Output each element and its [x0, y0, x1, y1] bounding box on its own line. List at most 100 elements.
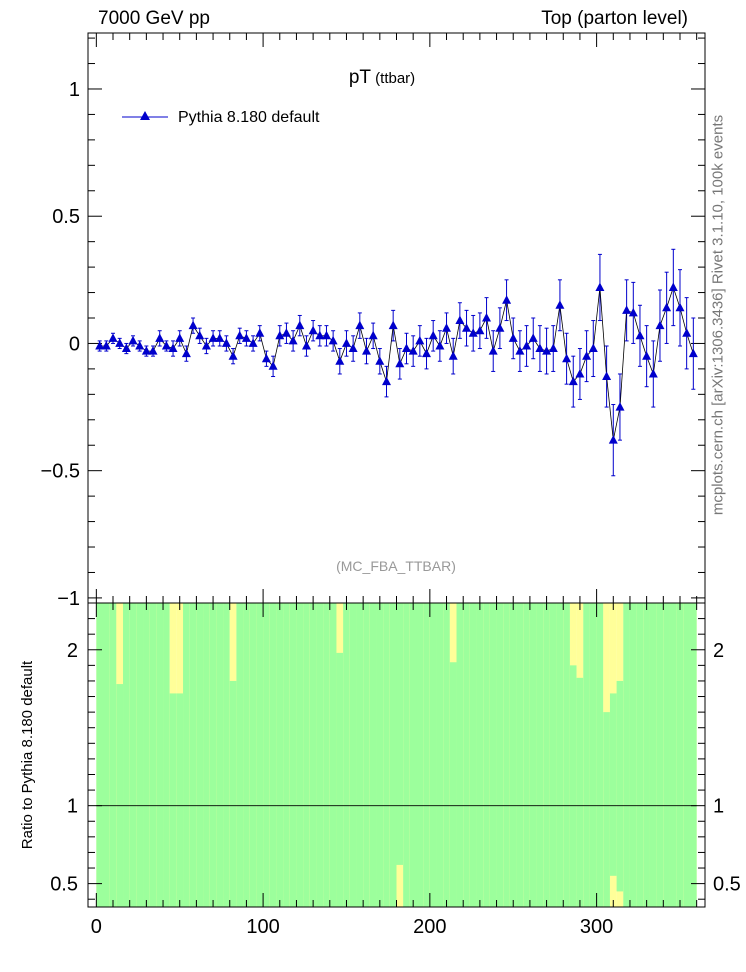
ratio-green-band [123, 603, 130, 907]
ratio-green-band [223, 603, 230, 907]
header-right-label: Top (parton level) [541, 8, 688, 29]
data-point [648, 369, 658, 378]
ratio-y-tick-label-right: 1 [713, 796, 724, 818]
data-point [248, 338, 258, 347]
data-point [228, 351, 238, 360]
y-tick-label: 0.5 [52, 206, 80, 228]
ratio-green-band [383, 603, 390, 907]
data-point [455, 315, 465, 324]
data-point [402, 343, 411, 352]
data-point [101, 341, 111, 350]
ratio-plot-panel: 0 100 200 300 0.5 0.5 1 1 2 2 Ratio to Pythia 8.18… [19, 602, 741, 938]
ratio-green-band [416, 603, 424, 907]
ratio-green-band [483, 603, 490, 907]
ratio-green-band [276, 603, 284, 907]
data-point [508, 333, 518, 342]
y-tick-label: 0 [69, 333, 80, 355]
data-point [408, 346, 418, 355]
ratio-green-band [529, 603, 537, 907]
ratio-y-tick-label: 1 [67, 796, 78, 818]
ratio-green-band [369, 603, 377, 907]
ratio-green-band [96, 603, 104, 907]
data-point [468, 328, 478, 337]
data-point [442, 323, 451, 332]
ratio-green-band [149, 603, 157, 907]
data-point [255, 328, 265, 337]
data-point [675, 302, 685, 312]
ratio-green-band [603, 712, 610, 907]
ratio-green-band [609, 693, 617, 876]
ratio-green-band [109, 603, 117, 907]
ratio-green-band [156, 603, 164, 907]
data-point [188, 320, 198, 330]
ratio-green-band [363, 603, 370, 907]
ratio-green-band [343, 603, 350, 907]
ratio-green-band [563, 603, 570, 907]
data-point [535, 343, 545, 352]
data-point [415, 335, 425, 345]
ratio-green-band [189, 603, 197, 907]
ratio-green-band [236, 603, 244, 907]
ratio-green-band [376, 603, 384, 907]
data-point [528, 333, 538, 342]
data-point [108, 333, 118, 342]
ratio-green-band [569, 665, 577, 907]
data-point [462, 323, 471, 332]
data-point [148, 346, 158, 355]
data-point [281, 328, 291, 337]
data-point [662, 302, 672, 312]
ratio-green-band [669, 603, 677, 907]
data-point [115, 338, 125, 347]
x-tick-label: 200 [413, 916, 446, 938]
ratio-green-band [649, 603, 657, 907]
data-point [448, 351, 458, 360]
ratio-green-band [403, 603, 410, 907]
data-point [655, 320, 665, 330]
ratio-green-band [263, 603, 270, 907]
data-point [302, 341, 311, 350]
analysis-watermark: (MC_FBA_TTBAR) [336, 558, 456, 574]
ratio-green-band [489, 603, 497, 907]
ratio-green-band [556, 603, 564, 907]
ratio-green-band [269, 603, 277, 907]
ratio-green-band [523, 603, 530, 907]
data-point [555, 300, 565, 309]
data-point [195, 330, 205, 340]
ratio-green-band [203, 603, 210, 907]
data-point [328, 335, 338, 345]
ratio-green-band [583, 603, 590, 907]
ratio-green-band [229, 680, 237, 907]
x-tick-label: 100 [246, 916, 279, 938]
data-point [522, 341, 532, 350]
data-point [435, 341, 445, 350]
ratio-green-band [116, 684, 124, 907]
ratio-green-band [469, 603, 477, 907]
chart-title: pT (ttbar) [349, 67, 415, 88]
ratio-green-band [176, 693, 184, 907]
data-point [208, 333, 218, 342]
ratio-green-band [623, 603, 630, 907]
data-point [201, 341, 211, 350]
ratio-y-tick-label-right: 2 [713, 640, 724, 662]
data-point [688, 348, 698, 358]
ratio-y-tick-label-right: 0.5 [713, 874, 741, 896]
data-point [342, 338, 351, 347]
data-point [175, 333, 185, 342]
data-point [395, 358, 405, 368]
data-point [95, 341, 105, 350]
ratio-green-band [589, 603, 597, 907]
ratio-green-band [323, 603, 330, 907]
ratio-green-band [289, 603, 297, 907]
ratio-green-band [103, 603, 110, 907]
data-point [155, 333, 165, 342]
data-point [168, 343, 178, 352]
data-point [502, 295, 512, 304]
data-point [628, 307, 638, 317]
ratio-green-band [476, 603, 484, 907]
ratio-green-band [256, 603, 264, 907]
ratio-green-band [443, 603, 450, 907]
data-point [608, 435, 618, 444]
data-point [642, 351, 652, 360]
ratio-green-band [676, 603, 684, 907]
data-point [382, 376, 391, 386]
